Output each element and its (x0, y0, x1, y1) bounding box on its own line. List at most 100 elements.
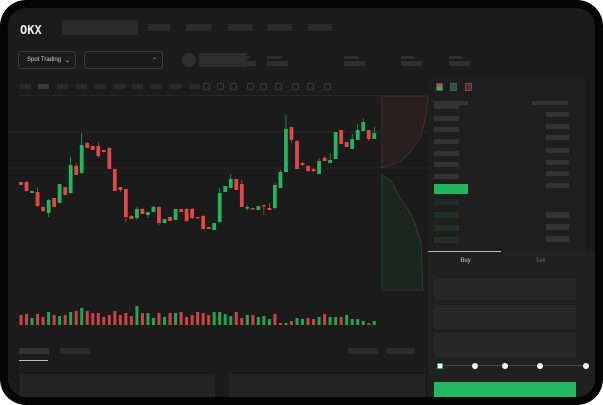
candle (201, 216, 206, 229)
nav-item[interactable] (228, 24, 253, 31)
candle (239, 184, 244, 207)
volume-bar (74, 311, 78, 325)
history-button[interactable] (387, 348, 415, 354)
tab-order-history[interactable] (60, 348, 90, 354)
market-selector-button[interactable]: Spot Trading ⌄ (18, 51, 76, 69)
total-input[interactable] (434, 333, 576, 357)
tab-buy[interactable]: Buy (460, 258, 471, 264)
draw-icon[interactable] (230, 83, 237, 90)
volume-bar (129, 316, 133, 325)
slider-step[interactable] (583, 363, 589, 369)
candle (146, 212, 150, 215)
indicator-icon[interactable] (203, 83, 210, 90)
volume-bar (223, 314, 227, 325)
toolbar-timeframe-button[interactable] (38, 84, 49, 89)
toolbar-timeframe-button[interactable] (76, 84, 87, 89)
volume-bar (25, 314, 29, 325)
slider-step[interactable] (537, 363, 543, 369)
toolbar-timeframe-button[interactable] (114, 84, 125, 89)
ask-price (434, 116, 459, 121)
candle (212, 223, 217, 230)
price-input[interactable] (434, 279, 576, 300)
volume-bar (218, 312, 222, 325)
stat-label (267, 56, 281, 59)
volume-bar (190, 315, 194, 325)
candle (339, 130, 344, 144)
volume-bar (234, 312, 238, 325)
volume-bar (262, 316, 266, 325)
price-chart[interactable] (8, 96, 433, 331)
search-bar[interactable] (62, 20, 138, 35)
amount-input[interactable] (434, 305, 576, 329)
toolbar-timeframe-button[interactable] (20, 84, 31, 89)
candle (355, 130, 360, 140)
buy-button[interactable] (434, 382, 576, 397)
toolbar-timeframe-button[interactable] (189, 84, 200, 89)
line-icon[interactable] (260, 83, 267, 90)
tab-sell[interactable]: Sell (535, 258, 546, 264)
candle (101, 150, 106, 152)
camera-icon[interactable] (292, 83, 299, 90)
slider-handle[interactable] (437, 363, 443, 369)
amount-slider-track[interactable] (440, 365, 588, 366)
candle (206, 227, 211, 229)
volume-bar (185, 317, 189, 325)
candle (311, 169, 316, 171)
nav-item[interactable] (148, 24, 170, 31)
volume-bar (19, 315, 23, 325)
candle (372, 133, 377, 139)
candle (79, 145, 84, 173)
volume-bar (201, 313, 205, 325)
orderbook-view-both-icon[interactable] (436, 83, 443, 91)
toolbar-timeframe-button[interactable] (95, 84, 106, 89)
chevron-down-icon[interactable] (217, 83, 224, 90)
filter-button[interactable] (348, 348, 378, 354)
volume-bar (96, 313, 100, 325)
candle (46, 200, 51, 213)
depth-ask-area (381, 96, 428, 169)
candle (317, 161, 321, 174)
volume-bar (323, 314, 327, 325)
tab-open-orders[interactable] (19, 348, 49, 354)
slider-step[interactable] (502, 363, 508, 369)
nav-item[interactable] (186, 24, 211, 31)
ask-total (546, 124, 569, 129)
stat-label (344, 56, 358, 59)
nav-item[interactable] (267, 24, 292, 31)
volume-bar (273, 314, 277, 325)
candle (328, 160, 333, 163)
toolbar-timeframe-button[interactable] (170, 84, 181, 89)
toolbar-divider (18, 95, 430, 96)
candle (96, 146, 101, 156)
fullscreen-icon[interactable] (324, 83, 331, 90)
candle (306, 166, 310, 171)
orderbook-view-asks-icon[interactable] (465, 83, 472, 91)
nav-item[interactable] (308, 24, 332, 31)
stat-value (344, 61, 365, 66)
volume-bar (317, 317, 321, 325)
bid-total (546, 236, 569, 242)
stat-value (267, 61, 288, 66)
volume-bar (179, 312, 183, 325)
slider-step[interactable] (472, 363, 478, 369)
okx-logo[interactable]: OKX (20, 21, 54, 36)
candle (30, 191, 34, 193)
ruler-icon[interactable] (275, 83, 282, 90)
volume-bar (350, 319, 354, 325)
ask-total (546, 183, 569, 188)
volume-bar (356, 319, 360, 325)
candle (217, 193, 222, 222)
toolbar-timeframe-button[interactable] (151, 84, 162, 89)
candle (173, 209, 178, 220)
toolbar-timeframe-button[interactable] (57, 84, 68, 89)
pair-dropdown[interactable]: ⌄ (84, 51, 163, 69)
candle (350, 139, 355, 149)
orderbook-view-bids-icon[interactable] (450, 83, 457, 91)
candle (85, 143, 90, 148)
toolbar-timeframe-button[interactable] (132, 84, 143, 89)
coin-icon (182, 53, 196, 67)
ask-price (434, 127, 459, 132)
volume-bar (91, 313, 95, 325)
chevron-down-icon[interactable] (247, 83, 254, 90)
settings-icon[interactable] (307, 83, 314, 90)
